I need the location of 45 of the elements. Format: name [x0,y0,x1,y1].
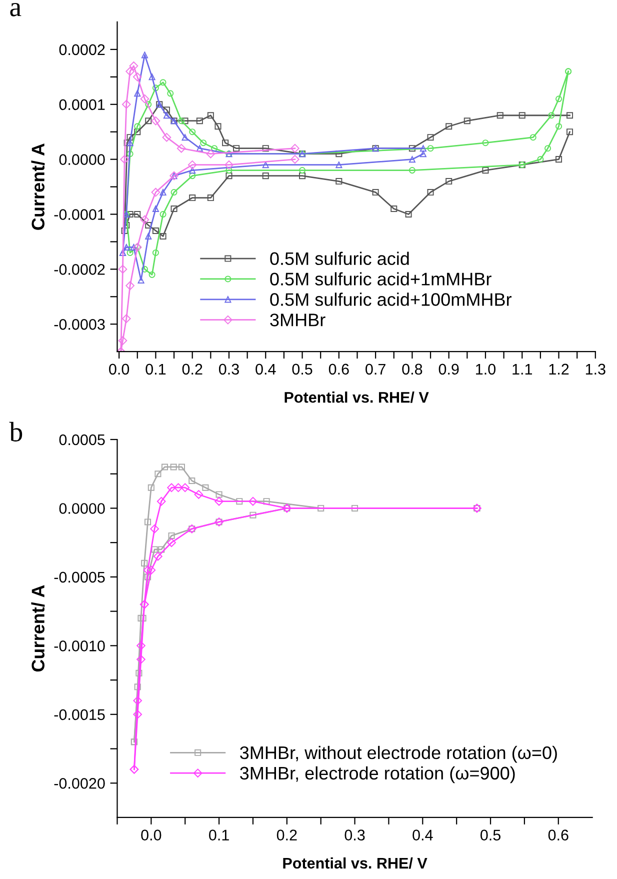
y-tick-label: 0.0002 [59,44,105,56]
x-tick-label: 0.8 [402,364,422,375]
x-tick-label: 0.5 [292,364,312,375]
legend-label: 3MHBr, without electrode rotation (ω=0) [240,746,557,763]
x-tick-label: 0.4 [256,364,276,375]
legend-label: 0.5M sulfuric acid+1mMHBr [270,272,492,286]
y-tick-label: -0.0020 [54,778,105,789]
x-tick-label: 0.3 [344,830,365,840]
legend-label: 0.5M sulfuric acid [270,252,409,266]
y-tick-label: 0.0005 [59,434,105,446]
x-tick-label: 0.6 [328,364,349,375]
x-tick-label: 1.1 [512,364,532,374]
x-tick-label: 0.1 [146,364,166,375]
x-axis-title: Potential vs. RHE/ V [284,392,429,403]
x-tick-label: 0.6 [548,830,568,840]
legend-label: 0.5M sulfuric acid+100mMHBr [270,292,512,306]
y-axis-title: Current/ A [31,143,45,230]
x-tick-label: 0.3 [218,364,239,375]
x-tick-label: 0.2 [182,364,202,375]
chart-title: a [10,3,22,16]
y-tick-label: -0.0010 [54,640,105,652]
y-tick-label: 0.0000 [59,154,105,166]
x-tick-label: 1.2 [549,364,569,374]
legend-label: 3MHBr, electrode rotation (ω=900) [240,766,515,784]
y-tick-label: 0.0001 [59,99,105,110]
y-tick-label: -0.0002 [54,264,105,275]
chart-title: b [9,422,22,442]
x-tick-label: 0.9 [438,364,459,375]
y-tick-label: -0.0003 [54,319,105,330]
x-tick-label: 0.2 [276,830,297,840]
x-tick-label: 0.1 [209,830,229,840]
x-tick-label: 0.5 [480,830,500,840]
x-tick-label: 0.7 [366,364,386,375]
y-tick-label: -0.0001 [54,209,105,220]
x-axis-title: Potential vs. RHE/ V [283,857,428,869]
x-tick-label: 1.3 [586,364,606,375]
legend-label: 3MHBr [270,314,326,326]
x-tick-label: 0.4 [412,830,433,840]
y-tick-label: -0.0015 [54,709,105,720]
y-tick-label: -0.0005 [54,572,105,583]
x-tick-label: 0.0 [141,830,162,840]
x-tick-label: 0.0 [109,364,130,375]
x-tick-label: 1.0 [476,364,496,375]
y-axis-title: Current/ A [31,585,45,672]
y-tick-label: 0.0000 [59,503,105,514]
